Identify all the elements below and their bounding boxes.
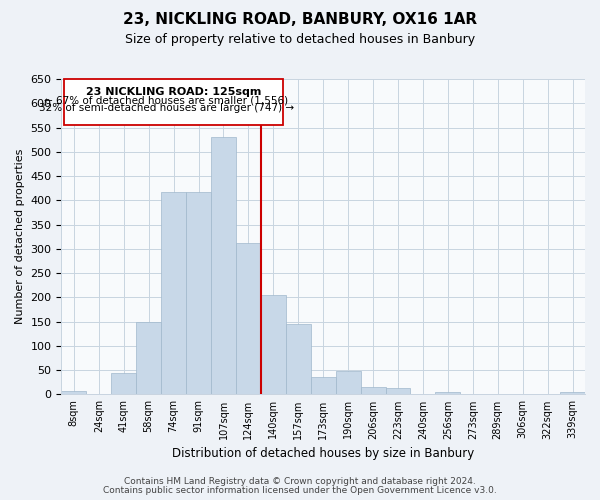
Text: 32% of semi-detached houses are larger (747) →: 32% of semi-detached houses are larger (…	[38, 104, 293, 114]
Text: 23, NICKLING ROAD, BANBURY, OX16 1AR: 23, NICKLING ROAD, BANBURY, OX16 1AR	[123, 12, 477, 28]
Bar	[361, 387, 386, 394]
Bar	[161, 192, 186, 394]
Bar	[436, 392, 460, 394]
Text: Contains HM Land Registry data © Crown copyright and database right 2024.: Contains HM Land Registry data © Crown c…	[124, 477, 476, 486]
Text: ← 67% of detached houses are smaller (1,556): ← 67% of detached houses are smaller (1,…	[44, 96, 288, 106]
X-axis label: Distribution of detached houses by size in Banbury: Distribution of detached houses by size …	[172, 447, 475, 460]
Bar	[236, 243, 261, 394]
Bar	[111, 373, 136, 394]
Bar	[186, 192, 211, 394]
Bar	[211, 137, 236, 394]
Bar	[136, 322, 161, 394]
Bar	[560, 392, 585, 394]
Bar	[61, 390, 86, 394]
Text: 23 NICKLING ROAD: 125sqm: 23 NICKLING ROAD: 125sqm	[86, 87, 261, 97]
Bar	[311, 378, 335, 394]
FancyBboxPatch shape	[64, 79, 283, 125]
Text: Contains public sector information licensed under the Open Government Licence v3: Contains public sector information licen…	[103, 486, 497, 495]
Text: Size of property relative to detached houses in Banbury: Size of property relative to detached ho…	[125, 32, 475, 46]
Y-axis label: Number of detached properties: Number of detached properties	[15, 149, 25, 324]
Bar	[286, 324, 311, 394]
Bar	[386, 388, 410, 394]
Bar	[261, 295, 286, 394]
Bar	[335, 370, 361, 394]
